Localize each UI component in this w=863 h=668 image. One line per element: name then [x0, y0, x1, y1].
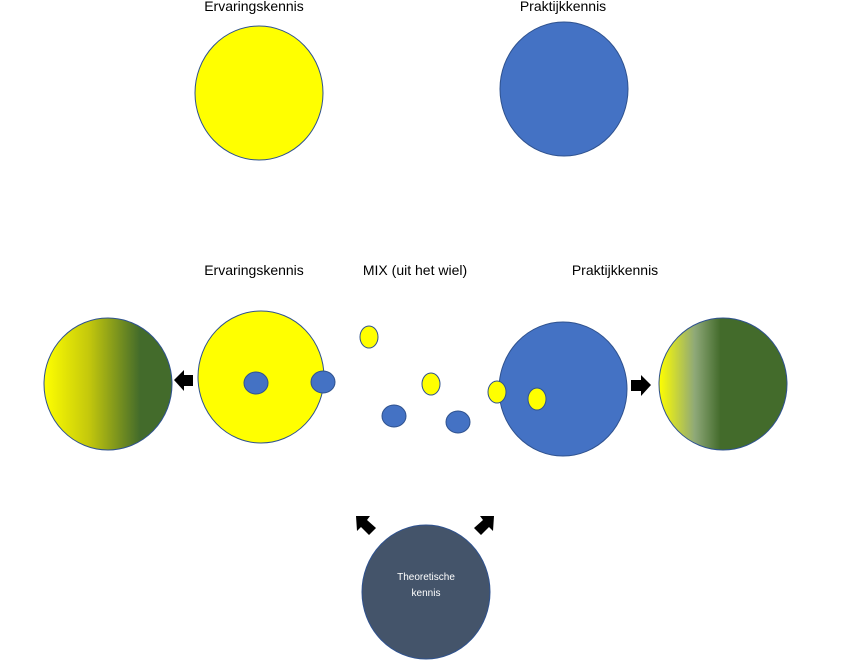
right-gradient-circle: [658, 317, 788, 451]
arrow-up-right-icon: [474, 516, 494, 535]
theoretische-kennis-circle: [361, 524, 491, 660]
yellow-dot: [359, 325, 379, 349]
mid-praktijkkennis-label: Praktijkkennis: [572, 262, 658, 278]
top-yellow-circle: [194, 25, 324, 161]
top-blue-circle: [499, 21, 629, 157]
blue-dot: [243, 371, 269, 395]
theoretische-label: Theoretische: [397, 572, 455, 583]
yellow-dot: [421, 372, 441, 396]
blue-dot: [445, 410, 471, 434]
arrow-left-icon: [174, 370, 193, 391]
blue-dot: [310, 370, 336, 394]
arrow-right-icon: [631, 375, 651, 396]
top-ervaringskennis-label: Ervaringskennis: [204, 0, 304, 14]
mid-ervaringskennis-label: Ervaringskennis: [204, 262, 304, 278]
kennis-label: kennis: [412, 588, 441, 599]
mix-label: MIX (uit het wiel): [363, 262, 467, 278]
left-gradient-circle: [43, 317, 173, 451]
yellow-dot: [527, 387, 547, 411]
arrow-up-left-icon: [356, 516, 376, 535]
top-praktijkkennis-label: Praktijkkennis: [520, 0, 606, 14]
yellow-dot: [487, 380, 507, 404]
mid-blue-circle: [498, 321, 628, 457]
blue-dot: [381, 404, 407, 428]
